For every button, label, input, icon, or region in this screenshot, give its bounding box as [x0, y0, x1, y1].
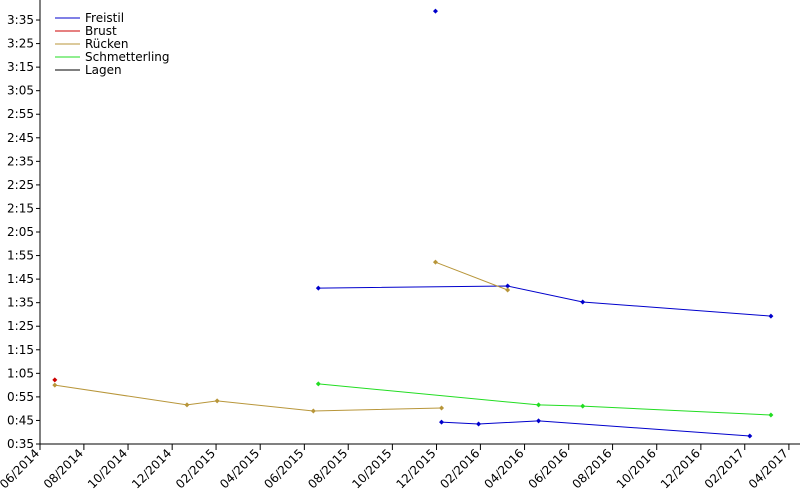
x-tick-label: 10/2014 — [85, 446, 130, 491]
point — [432, 8, 438, 14]
y-tick-label: 0:55 — [7, 390, 34, 404]
x-tick-label: 08/2015 — [305, 446, 350, 491]
x-tick-label: 12/2016 — [658, 446, 703, 491]
y-tick-label: 2:15 — [7, 201, 34, 215]
y-tick-label: 3:05 — [7, 84, 34, 98]
y-tick-label: 1:05 — [7, 366, 34, 380]
y-tick-label: 3:35 — [7, 13, 34, 27]
point — [439, 419, 445, 425]
x-tick-label: 02/2016 — [437, 446, 482, 491]
point — [580, 299, 586, 305]
series-line — [54, 261, 508, 412]
legend-label: Brust — [85, 24, 117, 38]
x-tick-label: 04/2015 — [217, 446, 262, 491]
legend-label: Schmetterling — [85, 50, 170, 64]
point — [768, 412, 774, 418]
legend-label: Lagen — [85, 63, 122, 77]
x-tick-label: 02/2015 — [173, 446, 218, 491]
legend-label: Rücken — [85, 37, 129, 51]
x-tick-label: 06/2016 — [526, 446, 571, 491]
point — [536, 418, 542, 424]
y-tick-label: 0:45 — [7, 413, 34, 427]
x-tick-label: 10/2015 — [349, 446, 394, 491]
point — [580, 403, 586, 409]
x-tick-label: 08/2014 — [41, 446, 86, 491]
y-tick-label: 3:15 — [7, 60, 34, 74]
legend-label: Freistil — [85, 11, 124, 25]
y-tick-label: 3:25 — [7, 37, 34, 51]
point — [768, 313, 774, 319]
point — [214, 398, 220, 404]
series-line — [318, 383, 771, 416]
y-tick-label: 1:45 — [7, 272, 34, 286]
x-tick-label: 04/2016 — [482, 446, 527, 491]
point — [505, 287, 511, 293]
point — [476, 421, 482, 427]
point — [315, 285, 321, 291]
x-tick-label: 02/2017 — [702, 446, 747, 491]
point — [310, 408, 316, 414]
point — [432, 259, 438, 265]
point — [747, 433, 753, 439]
point — [52, 382, 58, 388]
point — [184, 402, 190, 408]
y-tick-label: 0:35 — [7, 437, 34, 451]
y-tick-label: 2:25 — [7, 178, 34, 192]
point — [505, 283, 511, 289]
x-tick-label: 10/2016 — [614, 446, 659, 491]
x-tick-label: 08/2016 — [570, 446, 615, 491]
y-tick-label: 2:45 — [7, 131, 34, 145]
point — [439, 405, 445, 411]
y-tick-label: 2:35 — [7, 154, 34, 168]
series-line — [318, 285, 771, 437]
x-tick-label: 04/2017 — [746, 446, 791, 491]
x-tick-label: 12/2014 — [129, 446, 174, 491]
x-tick-label: 06/2015 — [261, 446, 306, 491]
y-tick-label: 1:25 — [7, 319, 34, 333]
x-tick-label: 12/2015 — [393, 446, 438, 491]
x-tick-label: 06/2014 — [0, 446, 42, 491]
point — [52, 377, 58, 383]
point — [315, 381, 321, 387]
y-tick-label: 1:35 — [7, 296, 34, 310]
y-tick-label: 1:55 — [7, 249, 34, 263]
y-tick-label: 2:05 — [7, 225, 34, 239]
point — [536, 402, 542, 408]
y-tick-label: 2:55 — [7, 107, 34, 121]
y-tick-label: 1:15 — [7, 343, 34, 357]
